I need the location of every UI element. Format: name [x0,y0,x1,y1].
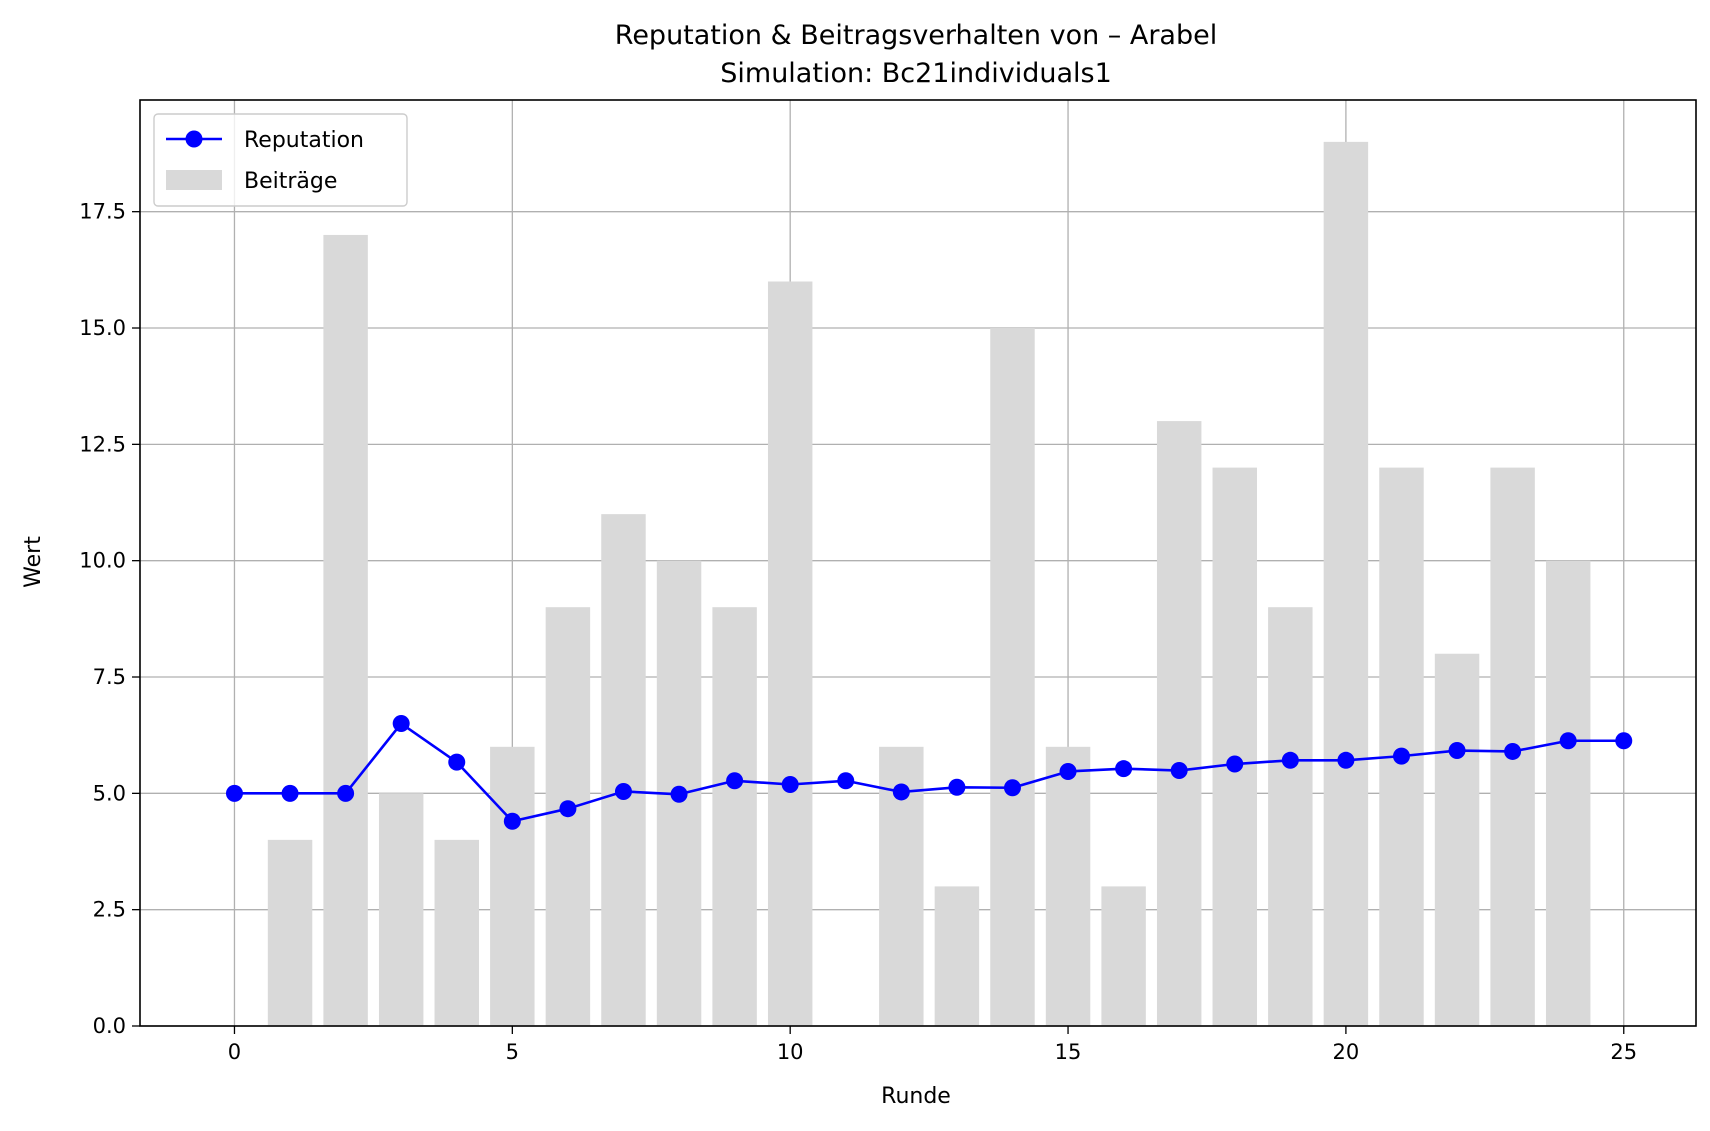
x-tick-label: 20 [1333,1040,1360,1064]
reputation-line [234,722,1624,823]
bar-beitrag [1268,607,1313,1026]
x-tick-label: 10 [777,1040,804,1064]
reputation-point [781,775,799,793]
bar-beitrag [1212,467,1257,1026]
reputation-point [1170,762,1188,780]
chart-title: Reputation & Beitragsverhalten von – Ara… [615,20,1217,51]
legend-label-reputation: Reputation [244,128,364,153]
reputation-point [1559,732,1577,750]
axis-ticks: 0 5 10 15 20 25 0.0 2.5 5.0 7.5 10.0 12.5 15.0 17.5 [79,200,1637,1064]
bar-beitrag [1434,653,1480,1026]
legend-label-beitraege: Beiträge [244,169,337,194]
reputation-point [614,782,632,800]
plot-frame [139,99,1697,1027]
bar-beitrag [434,839,479,1026]
x-tick-label: 0 [228,1040,241,1064]
reputation-point [837,772,855,790]
reputation-point [948,778,966,796]
bar-beitrag [1101,886,1146,1026]
reputation-point [1448,742,1466,760]
y-tick-label: 10.0 [79,549,126,573]
bar-beitrag [267,839,313,1026]
bar-beitrag [1156,421,1202,1026]
reputation-point [1504,742,1522,760]
x-tick-label: 5 [506,1040,519,1064]
y-tick-label: 7.5 [93,665,126,689]
reputation-point [1226,755,1244,773]
bar-beitrag [1545,560,1591,1026]
bar-beitrag [990,328,1035,1027]
y-tick-label: 2.5 [93,898,126,922]
y-tick-label: 17.5 [79,200,126,224]
y-tick-label: 0.0 [93,1014,126,1038]
legend-marker-reputation [185,130,203,148]
bar-beitrag [323,234,368,1027]
y-tick-label: 15.0 [79,316,126,340]
reputation-point [892,783,910,801]
reputation-point [448,753,466,771]
x-tick-label: 15 [1055,1040,1082,1064]
x-tick-label: 25 [1610,1040,1637,1064]
y-tick-label: 5.0 [93,781,126,805]
reputation-point [503,812,521,830]
bar-beitrag [1045,746,1091,1026]
y-axis-label: Wert [21,536,46,588]
bar-beitrag [378,793,424,1026]
reputation-point [1281,751,1299,769]
reputation-point [1059,762,1077,780]
bar-beitrag [1379,467,1424,1026]
reputation-point [559,800,577,818]
chart-subtitle: Simulation: Bc21individuals1 [720,58,1112,89]
legend: Reputation Beiträge [153,113,408,207]
bars-beitraege [267,141,1591,1027]
reputation-point [225,784,243,802]
reputation-point [1392,747,1410,765]
reputation-point [1003,779,1021,797]
y-tick-label: 12.5 [79,432,126,456]
reputation-point [392,715,410,733]
reputation-point [1615,732,1633,750]
reputation-point [1337,751,1355,769]
reputation-point [1115,760,1133,778]
bar-beitrag [934,886,980,1026]
bar-beitrag [712,607,757,1026]
reputation-point [726,772,744,790]
legend-swatch-beitraege [166,170,222,190]
x-axis-label: Runde [881,1084,951,1109]
reputation-point [670,785,688,803]
bar-beitrag [601,514,646,1026]
line-reputation [225,715,1633,830]
reputation-point [337,784,355,802]
bar-beitrag [1323,141,1369,1026]
reputation-point [281,784,299,802]
bar-beitrag [767,281,813,1026]
bar-beitrag [490,746,535,1026]
